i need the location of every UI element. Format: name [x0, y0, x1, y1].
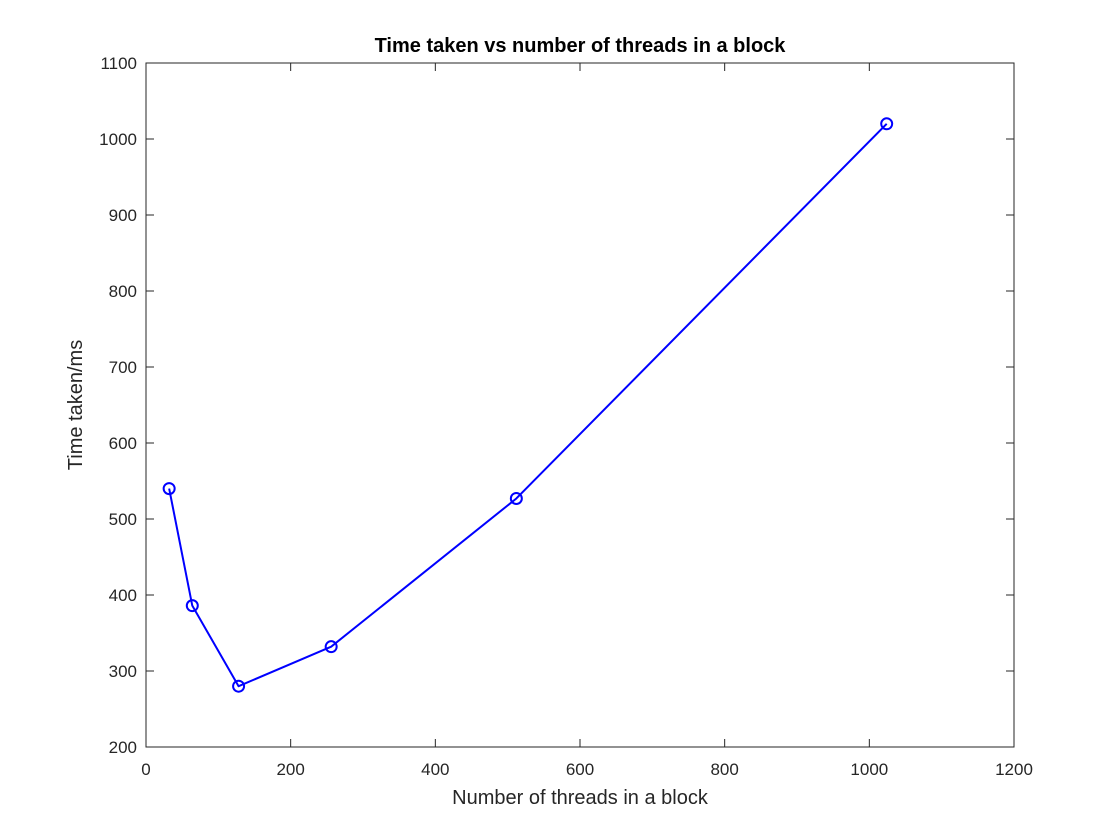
x-tick-label: 400 — [421, 760, 449, 779]
y-tick-label: 1100 — [100, 54, 137, 73]
x-tick-label: 1000 — [850, 760, 888, 779]
data-point — [232, 679, 246, 693]
y-tick-label: 600 — [109, 434, 137, 453]
x-tick-label: 200 — [276, 760, 304, 779]
series-group — [162, 117, 894, 693]
x-tick-label: 0 — [141, 760, 150, 779]
x-tick-label: 800 — [710, 760, 738, 779]
y-tick-label: 300 — [109, 662, 137, 681]
data-point — [880, 117, 894, 131]
y-tick-label: 900 — [109, 206, 137, 225]
plot-frame — [145, 62, 1015, 748]
data-point — [509, 491, 523, 505]
x-tick-label: 1200 — [995, 760, 1033, 779]
data-point — [324, 640, 338, 654]
axis-ticks: 0 200 400 600 800 1000 12002003004005006007008… — [99, 54, 1033, 779]
y-tick-label: 500 — [109, 510, 137, 529]
chart-title: Time taken vs number of threads in a blo… — [375, 35, 787, 57]
x-tick-label: 600 — [566, 760, 594, 779]
x-axis-label: Number of threads in a block — [452, 787, 709, 809]
data-point — [162, 482, 176, 496]
data-point — [185, 599, 199, 613]
y-tick-label: 400 — [109, 586, 137, 605]
y-tick-label: 700 — [109, 358, 137, 377]
y-axis-label: Time taken/ms — [65, 340, 87, 470]
y-tick-label: 1000 — [99, 130, 137, 149]
y-tick-label: 200 — [109, 738, 137, 757]
y-tick-label: 800 — [109, 282, 137, 301]
series-line-0 — [168, 123, 888, 688]
